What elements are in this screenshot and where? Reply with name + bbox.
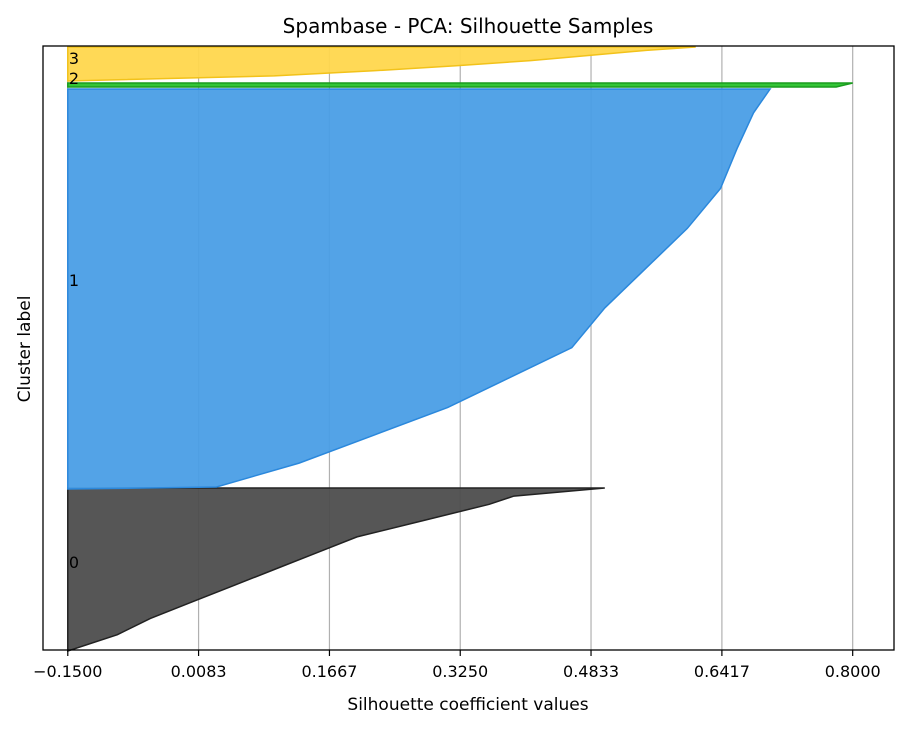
plot-frame — [42, 45, 895, 651]
x-tick-label: 0.1667 — [301, 662, 357, 681]
y-axis-label: Cluster label — [15, 296, 35, 403]
silhouette-clusters — [67, 46, 853, 652]
x-tick-label: 0.4833 — [563, 662, 619, 681]
cluster-labels: 0 1 23 — [69, 49, 79, 572]
x-axis-label: Silhouette coefficient values — [347, 695, 588, 715]
cluster-label-2: 2 — [69, 69, 79, 88]
cluster-label-3: 3 — [69, 49, 79, 68]
cluster-label-0: 0 — [69, 553, 79, 572]
cluster-label-1: 1 — [69, 271, 79, 290]
cluster-2-silhouette — [67, 82, 853, 88]
x-tick-label: 0.0083 — [171, 662, 227, 681]
x-tick-label: 0.6417 — [694, 662, 750, 681]
x-tick-label: 0.8000 — [825, 662, 881, 681]
cluster-3-silhouette — [67, 46, 696, 82]
cluster-0-silhouette — [67, 487, 605, 652]
cluster-1-silhouette — [67, 88, 772, 490]
x-tick-label: 0.3250 — [432, 662, 488, 681]
x-axis-ticks: −0.1500 0.0083 0.1667 0.3250 0.4833 0.6417 0.8… — [33, 650, 881, 681]
x-tick-label: −0.1500 — [33, 662, 102, 681]
chart-title: Spambase - PCA: Silhouette Samples — [283, 14, 654, 38]
